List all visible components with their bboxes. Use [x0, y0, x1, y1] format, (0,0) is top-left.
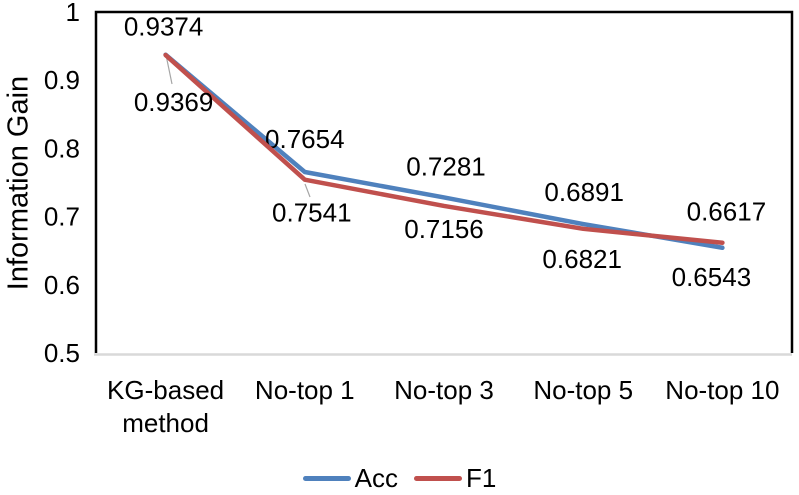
legend-label-f1: F1	[466, 463, 497, 493]
x-category-label: No-top 10	[665, 375, 779, 405]
data-label-leader-line	[165, 54, 173, 85]
legend-label-acc: Acc	[354, 463, 398, 493]
data-label-acc: 0.7654	[265, 124, 345, 154]
legend-line-acc-icon	[302, 476, 351, 481]
y-tick-label: 1	[66, 0, 80, 27]
data-label-f1: 0.6821	[542, 244, 622, 274]
x-category-label: KG-based	[107, 375, 224, 405]
data-label-f1: 0.7156	[404, 214, 484, 244]
plot-border	[94, 10, 794, 353]
data-label-acc: 0.6891	[544, 177, 624, 207]
y-tick-label: 0.9	[44, 65, 80, 95]
x-category-label: No-top 5	[533, 375, 633, 405]
series-line-f1	[163, 52, 725, 245]
data-label-acc: 0.6543	[672, 262, 752, 292]
y-tick-label: 0.8	[44, 133, 80, 163]
x-category-label: method	[122, 408, 209, 438]
y-tick-label: 0.7	[44, 202, 80, 232]
legend: Acc F1	[0, 463, 799, 494]
data-label-f1: 0.6617	[687, 197, 767, 227]
data-label-acc: 0.7281	[406, 151, 486, 181]
legend-line-f1-icon	[414, 476, 462, 481]
data-label-leader-line	[304, 183, 311, 198]
y-tick-label: 0.6	[44, 270, 80, 300]
legend-item-acc: Acc	[302, 463, 398, 494]
x-category-label: No-top 3	[394, 375, 494, 405]
legend-item-f1: F1	[414, 463, 496, 494]
data-label-f1: 0.7541	[272, 198, 352, 228]
x-category-label: No-top 1	[255, 375, 355, 405]
data-label-f1: 0.9369	[134, 87, 214, 117]
data-label-acc: 0.9374	[124, 12, 204, 42]
y-tick-label: 0.5	[44, 338, 80, 368]
